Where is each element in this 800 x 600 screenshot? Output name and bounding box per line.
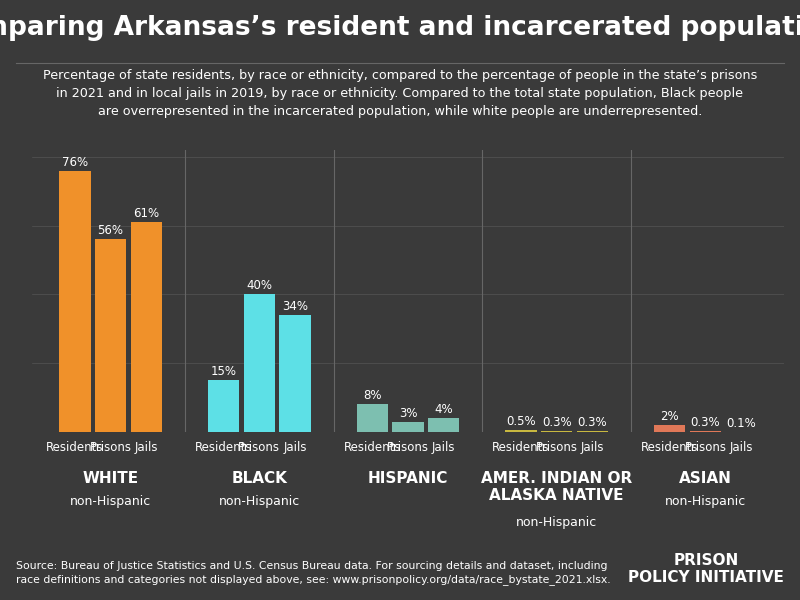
Text: non-Hispanic: non-Hispanic — [516, 516, 598, 529]
Bar — [506, 430, 537, 432]
Text: 8%: 8% — [363, 389, 382, 403]
Bar — [279, 315, 310, 432]
Bar — [357, 404, 388, 432]
Bar — [392, 422, 424, 432]
Bar — [577, 431, 608, 432]
Text: Jails: Jails — [134, 441, 158, 454]
Text: Jails: Jails — [432, 441, 455, 454]
Bar — [428, 418, 459, 432]
Text: 3%: 3% — [398, 407, 418, 419]
Text: 34%: 34% — [282, 300, 308, 313]
Text: Jails: Jails — [581, 441, 604, 454]
Bar — [59, 170, 90, 432]
Text: Comparing Arkansas’s resident and incarcerated populations: Comparing Arkansas’s resident and incarc… — [0, 15, 800, 41]
Text: Jails: Jails — [730, 441, 753, 454]
Text: non-Hispanic: non-Hispanic — [218, 495, 300, 508]
Text: Residents: Residents — [46, 441, 103, 454]
Text: AMER. INDIAN OR
ALASKA NATIVE: AMER. INDIAN OR ALASKA NATIVE — [481, 471, 632, 503]
Text: Prisons: Prisons — [90, 441, 131, 454]
Text: 61%: 61% — [133, 207, 159, 220]
Text: Residents: Residents — [195, 441, 252, 454]
Text: 15%: 15% — [210, 365, 237, 379]
Text: Prisons: Prisons — [387, 441, 429, 454]
Bar — [243, 295, 275, 432]
Text: non-Hispanic: non-Hispanic — [70, 495, 151, 508]
Bar — [95, 239, 126, 432]
Text: 40%: 40% — [246, 280, 272, 292]
Bar — [130, 222, 162, 432]
Text: Prisons: Prisons — [536, 441, 578, 454]
Text: Prisons: Prisons — [685, 441, 726, 454]
Bar — [654, 425, 686, 432]
Text: HISPANIC: HISPANIC — [368, 471, 448, 486]
Text: 0.1%: 0.1% — [726, 416, 756, 430]
Text: 0.3%: 0.3% — [578, 416, 607, 429]
Text: Residents: Residents — [343, 441, 401, 454]
Bar — [690, 431, 721, 432]
Text: Jails: Jails — [283, 441, 306, 454]
Text: 76%: 76% — [62, 155, 88, 169]
Text: 0.3%: 0.3% — [542, 416, 571, 429]
Text: BLACK: BLACK — [231, 471, 287, 486]
Text: 56%: 56% — [98, 224, 123, 238]
Text: ASIAN: ASIAN — [679, 471, 732, 486]
Text: PRISON
POLICY INITIATIVE: PRISON POLICY INITIATIVE — [628, 553, 784, 585]
Text: Residents: Residents — [492, 441, 550, 454]
Text: Prisons: Prisons — [238, 441, 280, 454]
Text: WHITE: WHITE — [82, 471, 138, 486]
Bar — [541, 431, 573, 432]
Text: 0.5%: 0.5% — [506, 415, 536, 428]
Text: Source: Bureau of Justice Statistics and U.S. Census Bureau data. For sourcing d: Source: Bureau of Justice Statistics and… — [16, 561, 610, 585]
Text: 4%: 4% — [434, 403, 453, 416]
Text: non-Hispanic: non-Hispanic — [665, 495, 746, 508]
Text: 2%: 2% — [661, 410, 679, 423]
Bar — [208, 380, 239, 432]
Text: Percentage of state residents, by race or ethnicity, compared to the percentage : Percentage of state residents, by race o… — [43, 69, 757, 118]
Text: Residents: Residents — [641, 441, 698, 454]
Text: 0.3%: 0.3% — [690, 416, 720, 429]
